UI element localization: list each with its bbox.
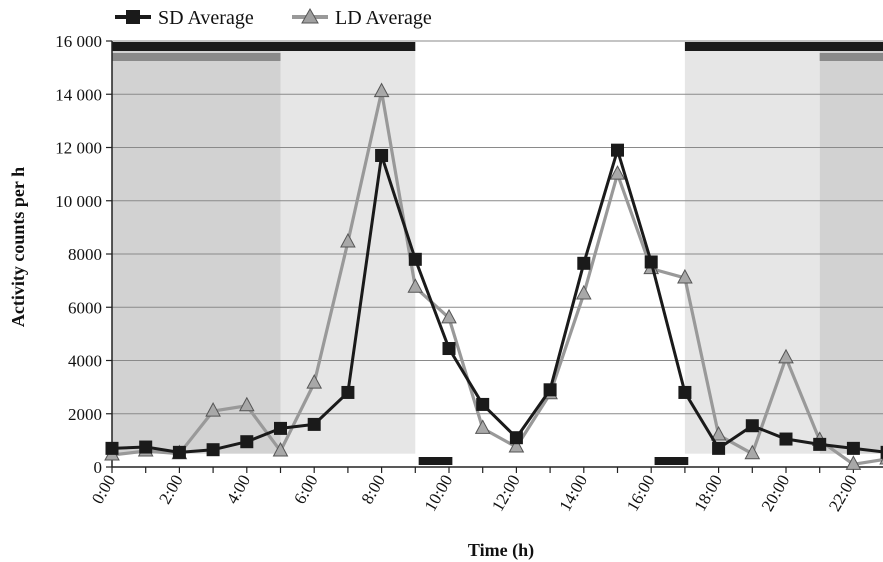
square-marker bbox=[678, 385, 692, 399]
x-tick-label: 22:00 bbox=[825, 472, 861, 515]
x-tick-label: 12:00 bbox=[488, 472, 524, 515]
x-tick-label: 8:00 bbox=[357, 472, 389, 508]
x-tick-label: 4:00 bbox=[223, 472, 255, 508]
square-marker bbox=[644, 255, 658, 269]
triangle-marker bbox=[879, 457, 883, 465]
y-tick-label: 4000 bbox=[68, 352, 102, 371]
square-marker bbox=[880, 445, 883, 459]
square-marker bbox=[172, 445, 186, 459]
y-tick-label: 14 000 bbox=[55, 85, 102, 104]
y-tick-label: 16 000 bbox=[55, 32, 102, 51]
y-tick-label: 0 bbox=[94, 458, 103, 477]
legend-label-sd: SD Average bbox=[158, 7, 254, 29]
shaded-region-dark bbox=[112, 51, 281, 454]
x-tick-label: 10:00 bbox=[421, 472, 457, 515]
top-black-bar bbox=[684, 42, 883, 51]
square-marker bbox=[139, 440, 153, 454]
square-marker bbox=[577, 256, 591, 270]
legend-square-marker bbox=[126, 10, 140, 24]
bottom-black-bar bbox=[654, 457, 689, 465]
x-tick-label: 2:00 bbox=[155, 472, 187, 508]
triangle-marker bbox=[441, 308, 457, 324]
shaded-region-dark bbox=[819, 51, 883, 454]
legend-item-ld: LD Average bbox=[292, 7, 432, 29]
y-tick-label: 2000 bbox=[68, 405, 102, 424]
x-tick-label: 14:00 bbox=[555, 472, 591, 515]
series-sd-average bbox=[105, 143, 883, 459]
series-line bbox=[111, 89, 883, 466]
square-marker bbox=[105, 441, 119, 455]
x-tick-label: 6:00 bbox=[290, 472, 322, 508]
legend-triangle-marker bbox=[301, 7, 319, 24]
top-gray-bar bbox=[112, 53, 281, 61]
square-marker bbox=[206, 443, 220, 457]
triangle-marker bbox=[238, 396, 255, 412]
triangle-marker bbox=[474, 419, 491, 434]
legend: SD Average LD Average bbox=[115, 7, 432, 29]
square-marker bbox=[611, 143, 624, 157]
square-marker bbox=[543, 383, 557, 397]
square-marker bbox=[442, 342, 456, 356]
top-gray-bar bbox=[819, 53, 883, 61]
square-marker bbox=[813, 437, 827, 451]
triangle-marker bbox=[373, 82, 390, 98]
y-axis-title: Activity counts per h bbox=[8, 167, 28, 327]
square-marker bbox=[846, 441, 860, 455]
x-tick-label: 20:00 bbox=[758, 472, 794, 515]
triangle-marker bbox=[609, 165, 626, 180]
photoperiod-bars bbox=[112, 42, 883, 465]
gridlines bbox=[112, 40, 883, 415]
triangle-marker bbox=[575, 284, 592, 300]
triangle-marker bbox=[677, 268, 693, 284]
x-tick-label: 18:00 bbox=[690, 472, 726, 515]
legend-label-ld: LD Average bbox=[335, 7, 432, 29]
triangle-marker bbox=[340, 232, 356, 248]
square-marker bbox=[779, 432, 793, 446]
triangle-marker bbox=[306, 374, 323, 389]
top-black-bar bbox=[112, 42, 416, 51]
triangle-marker bbox=[407, 278, 424, 293]
triangle-marker bbox=[205, 402, 221, 417]
square-marker bbox=[240, 435, 254, 449]
triangle-marker bbox=[744, 444, 761, 460]
x-tick-label: 16:00 bbox=[623, 472, 659, 515]
legend-item-sd: SD Average bbox=[115, 7, 254, 29]
square-marker bbox=[712, 441, 726, 455]
y-tick-label: 6000 bbox=[68, 298, 102, 317]
square-marker bbox=[476, 397, 490, 411]
shaded-regions bbox=[112, 51, 883, 454]
square-marker bbox=[341, 385, 355, 399]
data-series bbox=[104, 82, 883, 470]
triangle-marker bbox=[710, 425, 727, 441]
square-marker bbox=[274, 421, 287, 435]
triangle-marker bbox=[845, 455, 862, 470]
y-tick-label: 8000 bbox=[68, 245, 102, 264]
bottom-black-bar bbox=[418, 457, 453, 465]
square-marker bbox=[307, 417, 321, 431]
square-marker bbox=[745, 419, 759, 433]
triangle-marker bbox=[272, 441, 289, 457]
y-tick-label: 12 000 bbox=[55, 139, 102, 158]
x-axis-title: Time (h) bbox=[468, 540, 534, 561]
square-marker bbox=[408, 252, 422, 266]
square-marker bbox=[375, 148, 389, 162]
triangle-marker bbox=[508, 437, 525, 453]
square-marker bbox=[509, 431, 523, 445]
y-tick-label: 10 000 bbox=[55, 192, 102, 211]
triangle-marker bbox=[778, 348, 794, 364]
